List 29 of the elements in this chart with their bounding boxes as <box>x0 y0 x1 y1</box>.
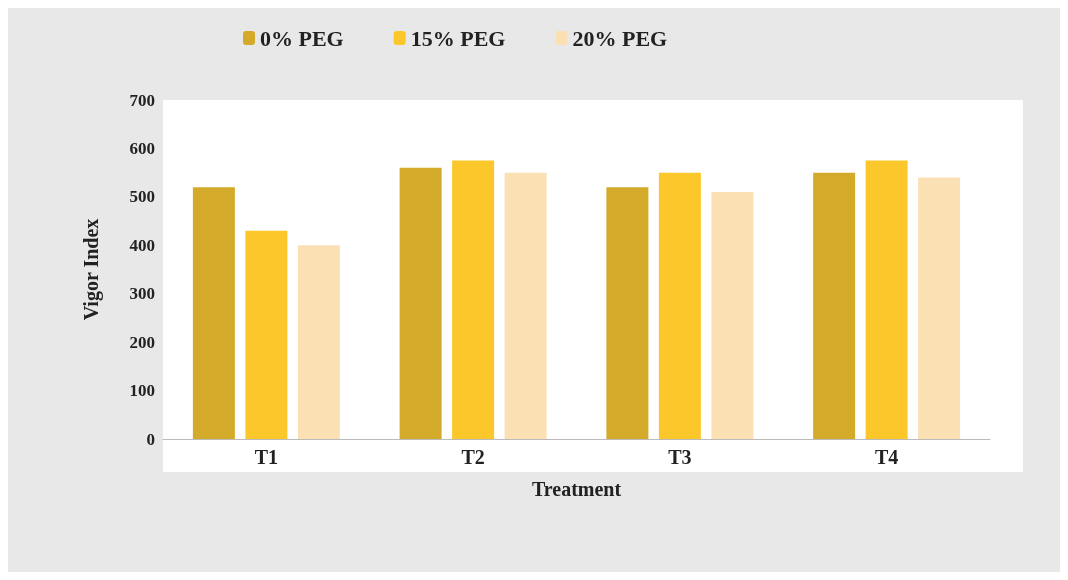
x-tick-label: T1 <box>254 446 279 468</box>
bar <box>452 160 495 439</box>
bar <box>865 160 908 439</box>
bar <box>711 192 754 439</box>
y-tick-label: 500 <box>129 187 155 207</box>
x-tick-label: T4 <box>874 446 899 468</box>
x-tick-label: T3 <box>668 446 692 468</box>
bar <box>606 187 649 439</box>
bar <box>192 187 235 439</box>
y-tick-label: 700 <box>129 90 155 110</box>
y-tick-label: 600 <box>129 138 155 158</box>
bar <box>245 230 288 439</box>
legend-label: 15% PEG <box>410 25 506 51</box>
x-tick-label: T2 <box>461 446 485 468</box>
bar <box>918 177 961 439</box>
bar <box>399 167 442 439</box>
y-tick-label: 0 <box>146 429 155 449</box>
bar <box>504 172 547 439</box>
bar <box>813 172 856 439</box>
legend-label: 20% PEG <box>572 25 668 51</box>
x-axis-title: Treatment <box>531 478 622 500</box>
bar <box>297 245 340 439</box>
legend-label: 0% PEG <box>260 25 344 51</box>
y-tick-label: 200 <box>129 332 155 352</box>
y-tick-label: 100 <box>129 381 155 401</box>
y-tick-label: 300 <box>129 284 155 304</box>
bar <box>658 172 701 439</box>
y-tick-label: 400 <box>129 235 155 255</box>
y-axis-title: Vigor Index <box>80 218 103 321</box>
